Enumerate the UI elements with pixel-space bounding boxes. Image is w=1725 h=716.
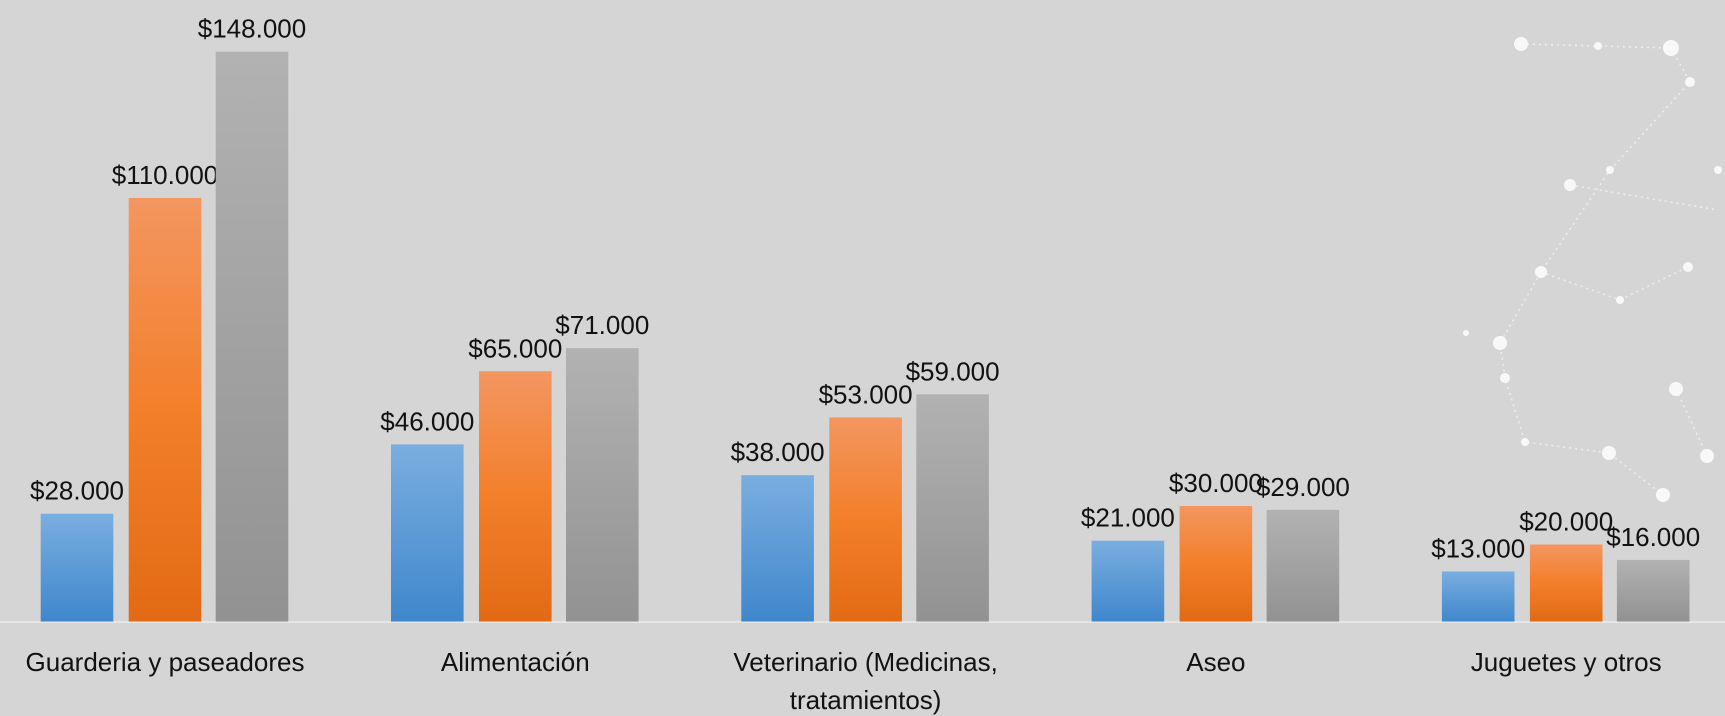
bar [1179, 506, 1253, 622]
x-tick-label: Aseo [1186, 647, 1246, 677]
bar [128, 198, 202, 622]
bar [40, 513, 114, 622]
data-label: $38.000 [731, 437, 825, 467]
data-label: $110.000 [112, 160, 219, 190]
data-label: $71.000 [555, 310, 649, 340]
data-label: $148.000 [198, 14, 306, 44]
x-tick-label: Juguetes y otros [1470, 647, 1662, 677]
bar [741, 475, 814, 622]
bar [1529, 544, 1603, 622]
data-label: $21.000 [1081, 503, 1175, 533]
data-label: $59.000 [906, 356, 1000, 386]
bar [916, 394, 989, 622]
data-label: $16.000 [1606, 522, 1700, 552]
bar [1091, 540, 1165, 622]
bar [1266, 509, 1340, 622]
data-label: $30.000 [1169, 468, 1263, 498]
x-tick-label: Veterinario (Medicinas, tratamientos) [733, 647, 998, 715]
data-label: $65.000 [468, 333, 562, 363]
data-label: $46.000 [380, 406, 474, 436]
data-label: $29.000 [1256, 472, 1350, 502]
bar [566, 348, 639, 622]
bar [1616, 559, 1690, 622]
bar [1441, 571, 1515, 622]
bar [215, 51, 289, 622]
bar [391, 444, 464, 622]
x-tick-label: Alimentación [440, 647, 590, 677]
data-label: $20.000 [1519, 507, 1613, 537]
decoration [1463, 37, 1722, 502]
bar [829, 417, 902, 622]
data-label: $28.000 [30, 476, 124, 506]
data-label: $53.000 [819, 379, 913, 409]
data-label: $13.000 [1431, 533, 1525, 563]
bar [479, 371, 552, 622]
x-tick-label: Guarderia y paseadores [25, 647, 305, 677]
